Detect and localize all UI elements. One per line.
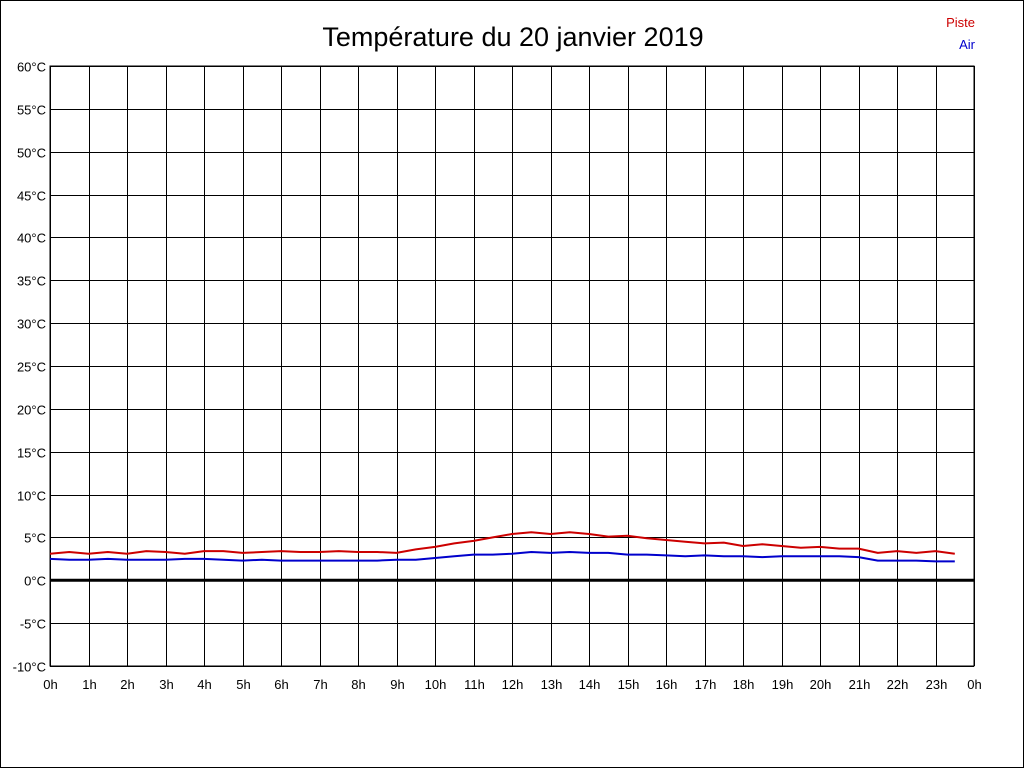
x-tick-label: 15h bbox=[618, 677, 640, 692]
y-tick-label: 0°C bbox=[24, 574, 46, 589]
x-axis-ticks: 0h 1h 2h 3h 4h 5h 6h 7h 8h 9h 10h 11h 12h 13h 14h 15h 16… bbox=[43, 677, 981, 692]
legend-entry-air: Air bbox=[959, 37, 976, 52]
legend: Piste Air bbox=[946, 15, 976, 52]
x-tick-label: 5h bbox=[236, 677, 250, 692]
x-tick-label: 11h bbox=[464, 677, 485, 692]
series-line-air bbox=[49, 551, 955, 563]
y-tick-label: -10°C bbox=[13, 660, 46, 675]
x-tick-label: 2h bbox=[120, 677, 134, 692]
x-tick-label: 18h bbox=[733, 677, 755, 692]
x-tick-label: 19h bbox=[772, 677, 794, 692]
y-tick-label: 10°C bbox=[17, 489, 46, 504]
series-lines bbox=[49, 531, 955, 563]
y-tick-label: 50°C bbox=[17, 146, 46, 161]
x-tick-label: 20h bbox=[810, 677, 832, 692]
y-tick-label: -5°C bbox=[20, 617, 46, 632]
y-tick-label: 15°C bbox=[17, 446, 46, 461]
x-tick-label: 10h bbox=[425, 677, 447, 692]
y-tick-label: 5°C bbox=[24, 531, 46, 546]
y-tick-label: 30°C bbox=[17, 317, 46, 332]
series-line-piste bbox=[49, 531, 955, 555]
x-tick-label: 22h bbox=[887, 677, 909, 692]
x-tick-label: 8h bbox=[351, 677, 365, 692]
x-tick-label: 12h bbox=[502, 677, 524, 692]
x-tick-label: 16h bbox=[656, 677, 678, 692]
y-tick-label: 20°C bbox=[17, 403, 46, 418]
x-tick-label: 21h bbox=[849, 677, 871, 692]
x-tick-label: 14h bbox=[579, 677, 601, 692]
y-tick-label: 45°C bbox=[17, 189, 46, 204]
x-tick-label: 0h bbox=[43, 677, 57, 692]
x-tick-label: 1h bbox=[82, 677, 96, 692]
x-tick-label: 17h bbox=[695, 677, 717, 692]
x-tick-label: 6h bbox=[274, 677, 288, 692]
x-tick-label: 13h bbox=[541, 677, 563, 692]
x-tick-label: 0h bbox=[967, 677, 981, 692]
y-tick-label: 55°C bbox=[17, 103, 46, 118]
legend-entry-piste: Piste bbox=[946, 15, 975, 30]
grid bbox=[49, 65, 975, 667]
x-tick-label: 3h bbox=[159, 677, 173, 692]
x-tick-label: 4h bbox=[197, 677, 211, 692]
y-tick-label: 60°C bbox=[17, 60, 46, 75]
x-tick-label: 23h bbox=[926, 677, 948, 692]
y-tick-label: 40°C bbox=[17, 231, 46, 246]
x-tick-label: 9h bbox=[390, 677, 404, 692]
y-axis-ticks: 60°C 55°C 50°C 45°C 40°C 35°C 30°C 25°C 20°C 15°C… bbox=[13, 60, 46, 675]
y-tick-label: 25°C bbox=[17, 360, 46, 375]
x-tick-label: 7h bbox=[313, 677, 327, 692]
y-tick-label: 35°C bbox=[17, 274, 46, 289]
chart-title: Température du 20 janvier 2019 bbox=[322, 22, 703, 52]
